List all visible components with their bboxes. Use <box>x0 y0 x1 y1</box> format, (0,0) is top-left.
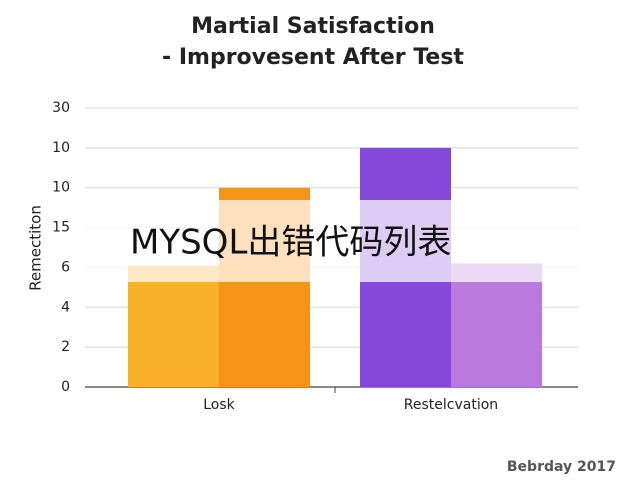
y-tick-label: 2 <box>61 339 70 355</box>
watermark-band <box>85 200 578 282</box>
y-tick-label: 6 <box>61 259 70 275</box>
y-tick-label: 0 <box>61 379 70 395</box>
y-tick-label: 4 <box>61 299 70 315</box>
chart-title: Martial Satisfaction <box>191 14 435 39</box>
footer: Bebrday 2017 <box>507 459 616 475</box>
y-tick-label: 10 <box>52 140 70 156</box>
y-tick-label: 10 <box>52 180 70 196</box>
y-axis-label: Remectiton <box>27 205 45 291</box>
bar <box>128 265 219 387</box>
watermark-text: MYSQL出错代码列表 <box>130 223 451 263</box>
chart-subtitle: - Improvesent After Test <box>162 45 464 70</box>
y-tick-label: 15 <box>52 220 70 236</box>
bar <box>451 263 542 387</box>
x-tick-label: Restelcvation <box>404 397 498 413</box>
x-tick-label: Losk <box>203 397 235 413</box>
y-tick-label: 30 <box>52 100 70 116</box>
